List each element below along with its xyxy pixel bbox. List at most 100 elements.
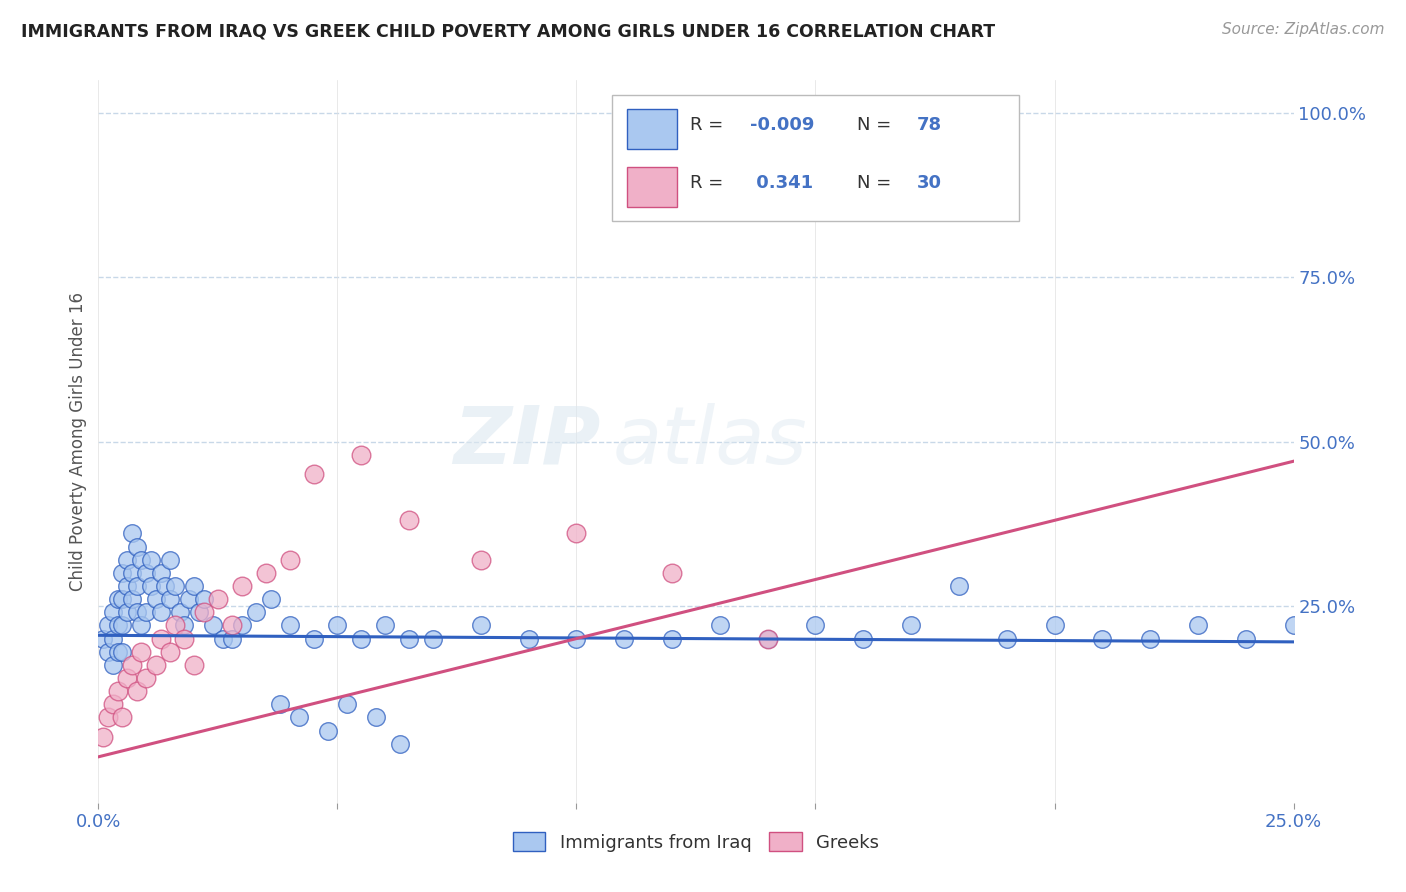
Point xyxy=(183,579,205,593)
Point xyxy=(422,632,444,646)
Point xyxy=(121,566,143,580)
Point xyxy=(756,632,779,646)
Y-axis label: Child Poverty Among Girls Under 16: Child Poverty Among Girls Under 16 xyxy=(69,292,87,591)
Point xyxy=(159,592,181,607)
Point xyxy=(1091,632,1114,646)
Point xyxy=(565,526,588,541)
Point xyxy=(259,592,281,607)
Point xyxy=(139,579,162,593)
Point xyxy=(107,645,129,659)
Point xyxy=(111,592,134,607)
Point xyxy=(101,605,124,619)
Text: ZIP: ZIP xyxy=(453,402,600,481)
Point xyxy=(326,618,349,632)
Text: N =: N = xyxy=(858,116,897,134)
Point xyxy=(97,618,120,632)
Point xyxy=(470,618,492,632)
Point xyxy=(159,553,181,567)
Point xyxy=(1234,632,1257,646)
Point xyxy=(111,618,134,632)
Point xyxy=(91,632,114,646)
Point xyxy=(254,566,277,580)
Point xyxy=(101,698,124,712)
Point xyxy=(336,698,359,712)
Point xyxy=(101,632,124,646)
Point xyxy=(107,592,129,607)
Point xyxy=(139,553,162,567)
Point xyxy=(709,618,731,632)
Point xyxy=(1187,618,1209,632)
Point xyxy=(121,526,143,541)
Point xyxy=(107,618,129,632)
FancyBboxPatch shape xyxy=(613,95,1019,221)
Point xyxy=(948,579,970,593)
FancyBboxPatch shape xyxy=(627,167,676,207)
Point xyxy=(115,553,138,567)
Point xyxy=(145,592,167,607)
Text: 30: 30 xyxy=(917,174,942,192)
Point xyxy=(565,632,588,646)
Point xyxy=(398,513,420,527)
Point xyxy=(374,618,396,632)
Point xyxy=(173,618,195,632)
Text: Source: ZipAtlas.com: Source: ZipAtlas.com xyxy=(1222,22,1385,37)
Point xyxy=(661,632,683,646)
Point xyxy=(101,657,124,672)
Text: R =: R = xyxy=(690,116,728,134)
Point xyxy=(221,618,243,632)
Point xyxy=(111,566,134,580)
Point xyxy=(135,566,157,580)
Point xyxy=(221,632,243,646)
Point xyxy=(111,645,134,659)
Point xyxy=(121,657,143,672)
Point xyxy=(155,579,177,593)
Text: R =: R = xyxy=(690,174,728,192)
Point xyxy=(398,632,420,646)
Point xyxy=(149,632,172,646)
Point xyxy=(231,618,253,632)
Point xyxy=(613,632,636,646)
Point xyxy=(193,592,215,607)
Text: -0.009: -0.009 xyxy=(749,116,814,134)
Point xyxy=(121,592,143,607)
Point xyxy=(1282,618,1305,632)
Point xyxy=(125,684,148,698)
Point xyxy=(269,698,291,712)
Point xyxy=(202,618,225,632)
Point xyxy=(135,605,157,619)
Point xyxy=(804,618,827,632)
Text: atlas: atlas xyxy=(613,402,807,481)
Point xyxy=(125,605,148,619)
Point xyxy=(995,632,1018,646)
Point xyxy=(350,448,373,462)
Point xyxy=(173,632,195,646)
Point xyxy=(661,566,683,580)
Point xyxy=(125,540,148,554)
Text: N =: N = xyxy=(858,174,897,192)
Text: 78: 78 xyxy=(917,116,942,134)
Point xyxy=(97,645,120,659)
Point xyxy=(163,618,186,632)
Point xyxy=(115,605,138,619)
Point xyxy=(231,579,253,593)
Point xyxy=(115,579,138,593)
Point xyxy=(350,632,373,646)
Point xyxy=(852,632,875,646)
Point xyxy=(245,605,267,619)
Point xyxy=(207,592,229,607)
Point xyxy=(125,579,148,593)
Legend: Immigrants from Iraq, Greeks: Immigrants from Iraq, Greeks xyxy=(505,825,887,859)
Point xyxy=(517,632,540,646)
Point xyxy=(131,618,153,632)
Point xyxy=(179,592,201,607)
FancyBboxPatch shape xyxy=(627,109,676,149)
Point xyxy=(278,553,301,567)
Point xyxy=(302,632,325,646)
Point xyxy=(364,710,387,724)
Point xyxy=(91,730,114,744)
Text: IMMIGRANTS FROM IRAQ VS GREEK CHILD POVERTY AMONG GIRLS UNDER 16 CORRELATION CHA: IMMIGRANTS FROM IRAQ VS GREEK CHILD POVE… xyxy=(21,22,995,40)
Text: 0.341: 0.341 xyxy=(749,174,813,192)
Point xyxy=(278,618,301,632)
Point xyxy=(211,632,233,646)
Point xyxy=(169,605,191,619)
